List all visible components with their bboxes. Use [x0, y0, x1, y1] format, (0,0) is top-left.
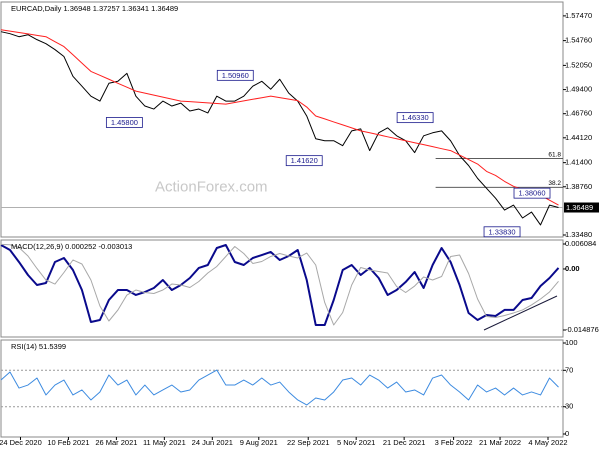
panel-title: RSI(14) 51.5399 [11, 342, 66, 351]
x-tick-label: 21 Mar 2022 [479, 438, 521, 447]
price-annotation-box [216, 69, 254, 81]
y-tick-label: 0.006084 [565, 239, 596, 248]
panel-border [0, 339, 564, 438]
x-tick-label: 24 Dec 2020 [0, 438, 42, 447]
y-tick-label: 1.44120 [565, 133, 592, 142]
y-tick-label: 30 [565, 402, 573, 411]
panel-border [0, 1, 564, 238]
y-tick-label: 100 [565, 338, 578, 347]
panel-title: MACD(12,26,9) 0.000252 -0.003013 [11, 242, 132, 251]
panel-border [0, 239, 564, 338]
price-annotation-box [285, 155, 323, 167]
macd-trendline [483, 295, 558, 331]
price-label: 1.36489 [566, 203, 593, 212]
x-tick-label: 26 Mar 2021 [95, 438, 137, 447]
x-tick-label: 24 Jun 2021 [192, 438, 233, 447]
fib-label: 61.8 [548, 151, 561, 158]
series-line [0, 31, 559, 226]
y-tick-label: 1.52050 [565, 60, 592, 69]
price-annotation: 1.38060 [518, 189, 545, 198]
x-tick-label: 4 May 2022 [528, 438, 567, 447]
price-annotation: 1.50960 [222, 71, 249, 80]
y-tick-label: -0.014876 [565, 325, 599, 334]
y-tick-label: 1.41400 [565, 158, 592, 167]
x-tick-label: 22 Sep 2021 [287, 438, 330, 447]
watermark: ActionForex.com [155, 178, 268, 195]
price-annotation-box [396, 112, 434, 124]
x-tick-label: 5 Nov 2021 [337, 438, 375, 447]
price-annotation: 1.33830 [488, 227, 515, 236]
y-tick-label: 1.33480 [565, 230, 592, 239]
price-annotation-box [513, 187, 551, 199]
price-annotation-box [483, 226, 521, 238]
x-tick-label: 9 Aug 2021 [240, 438, 278, 447]
price-annotation-box [105, 117, 143, 128]
series-line [0, 244, 560, 326]
price-label-box [564, 202, 599, 213]
y-tick-label: 1.57470 [565, 11, 592, 20]
price-annotation: 1.46330 [402, 113, 429, 122]
x-tick-label: 3 Feb 2022 [435, 438, 473, 447]
y-tick-label: 0 [565, 429, 569, 438]
y-tick-label: 1.38760 [565, 182, 592, 191]
y-tick-label: 70 [565, 365, 573, 374]
fib-label: 38.2 [548, 180, 561, 187]
y-tick-label: 1.54760 [565, 36, 592, 45]
panel-title: EURCAD,Daily 1.36948 1.37257 1.36341 1.3… [11, 4, 178, 13]
series-line [0, 369, 559, 406]
series-line [0, 243, 559, 326]
price-annotation: 1.41620 [291, 156, 318, 165]
x-tick-label: 10 Feb 2021 [47, 438, 89, 447]
y-tick-label: 1.46760 [565, 109, 592, 118]
price-annotation: 1.45800 [111, 118, 138, 127]
y-tick-label: 0.00 [565, 264, 580, 273]
y-tick-label: 1.49400 [565, 85, 592, 94]
series-line [0, 29, 559, 206]
x-tick-label: 11 May 2021 [143, 438, 186, 447]
x-tick-label: 21 Dec 2021 [383, 438, 426, 447]
